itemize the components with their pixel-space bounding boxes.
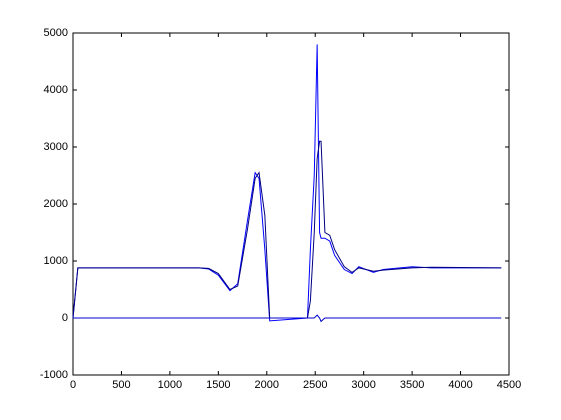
x-tick-label: 4500 bbox=[497, 379, 521, 391]
x-tick-label: 1000 bbox=[158, 379, 182, 391]
data-line bbox=[72, 140, 502, 319]
x-tick-label: 3000 bbox=[351, 379, 375, 391]
y-tick-label: 0 bbox=[62, 312, 68, 324]
y-tick-label: 2000 bbox=[44, 198, 68, 210]
y-tick-label: 1000 bbox=[44, 255, 68, 267]
x-tick-label: 0 bbox=[70, 379, 76, 391]
data-line bbox=[73, 314, 502, 323]
axes-box bbox=[72, 32, 510, 376]
x-tick-label: 3500 bbox=[400, 379, 424, 391]
x-tick-label: 500 bbox=[112, 379, 130, 391]
x-tick-label: 2000 bbox=[255, 379, 279, 391]
y-tick-label: 4000 bbox=[44, 84, 68, 96]
y-tick-label: 3000 bbox=[44, 141, 68, 153]
x-tick-label: 2500 bbox=[303, 379, 327, 391]
x-tick-label: 1500 bbox=[206, 379, 230, 391]
y-tick-label: -1000 bbox=[40, 369, 68, 381]
y-tick-label: 5000 bbox=[44, 27, 68, 39]
x-tick-label: 4000 bbox=[448, 379, 472, 391]
